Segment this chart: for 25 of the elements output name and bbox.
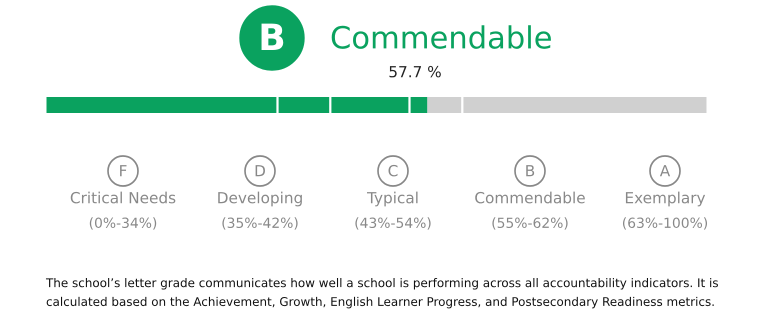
text: (55%-62%) [492, 217, 568, 230]
text: Developing [218, 192, 302, 206]
text: B [526, 165, 534, 176]
text: (63%-100%) [622, 217, 708, 230]
text: F [120, 165, 127, 176]
text: Critical Needs [70, 192, 176, 204]
bar [330, 97, 410, 113]
text: B [262, 24, 284, 50]
text: A [660, 165, 670, 176]
bar [278, 97, 330, 113]
text: (0%-34%) [90, 217, 156, 230]
text: Commendable [475, 192, 585, 204]
text: The school’s letter grade communicates how well a school is performing across all accountability indicators. It is calculated based on the Achievement, Growth, English Learner Progress, and Postsecondary Readiness metrics. [46, 278, 718, 308]
chart-title: Commendable [332, 25, 551, 49]
bar [46, 97, 278, 113]
chart-subtitle: 57.7 % [389, 66, 441, 78]
bar [462, 97, 706, 113]
text: (43%-54%) [355, 217, 431, 230]
text: Exemplary [626, 192, 706, 206]
text: (35%-42%) [222, 217, 298, 230]
text: C [388, 164, 398, 176]
text: Typical [366, 192, 418, 206]
text: D [256, 165, 265, 176]
bar [427, 97, 462, 113]
bar [410, 97, 428, 113]
